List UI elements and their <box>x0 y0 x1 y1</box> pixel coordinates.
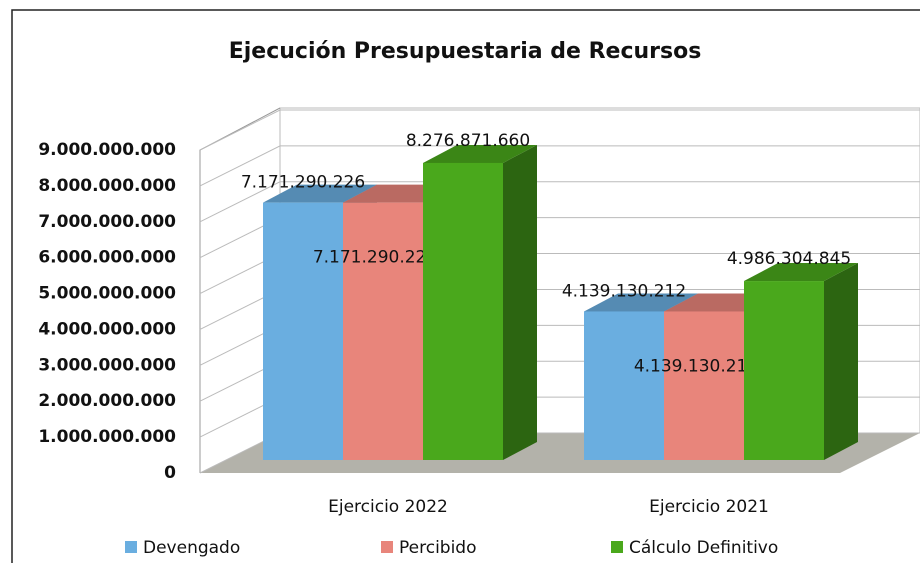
y-tick-label: 9.000.000.000 <box>38 140 176 160</box>
value-label: 7.171.290.226 <box>241 173 365 193</box>
y-tick-label: 7.000.000.000 <box>38 212 176 232</box>
y-tick-label: 2.000.000.000 <box>38 391 176 411</box>
bar <box>423 162 503 460</box>
bar-side <box>824 263 858 460</box>
value-label: 7.171.290.226 <box>313 248 437 268</box>
bar <box>664 311 744 460</box>
value-label: 4.986.304.845 <box>727 249 851 269</box>
y-tick-label: 0 <box>164 463 176 483</box>
legend-label: Cálculo Definitivo <box>629 538 778 558</box>
y-tick-label: 3.000.000.000 <box>38 355 176 375</box>
legend-swatch <box>611 541 623 553</box>
bar-side <box>503 144 537 460</box>
bar-top <box>744 263 858 282</box>
value-label: 8.276.871.660 <box>406 131 530 151</box>
legend-swatch <box>381 541 393 553</box>
grid-line <box>199 181 920 223</box>
bar <box>263 202 343 460</box>
y-tick-label: 4.000.000.000 <box>38 319 176 339</box>
bar <box>343 202 423 460</box>
grid-line <box>199 145 920 187</box>
legend-label: Devengado <box>143 538 240 558</box>
y-tick-label: 1.000.000.000 <box>38 427 176 447</box>
bar-top <box>263 184 377 203</box>
bar <box>584 311 664 460</box>
chart-title: Ejecución Presupuestaria de Recursos <box>229 39 702 64</box>
y-tick-label: 5.000.000.000 <box>38 284 176 304</box>
bar-top <box>584 293 698 312</box>
legend-label: Percibido <box>399 538 477 558</box>
value-label: 4.139.130.212 <box>562 281 686 301</box>
bar-top <box>423 144 537 163</box>
y-tick-label: 8.000.000.000 <box>38 176 176 196</box>
x-tick-label: Ejercicio 2022 <box>328 497 448 517</box>
legend-swatch <box>125 541 137 553</box>
value-label: 4.139.130.212 <box>634 356 758 376</box>
x-tick-label: Ejercicio 2021 <box>649 497 769 517</box>
y-tick-label: 6.000.000.000 <box>38 248 176 268</box>
grid-line <box>199 109 920 151</box>
bar <box>744 281 824 460</box>
